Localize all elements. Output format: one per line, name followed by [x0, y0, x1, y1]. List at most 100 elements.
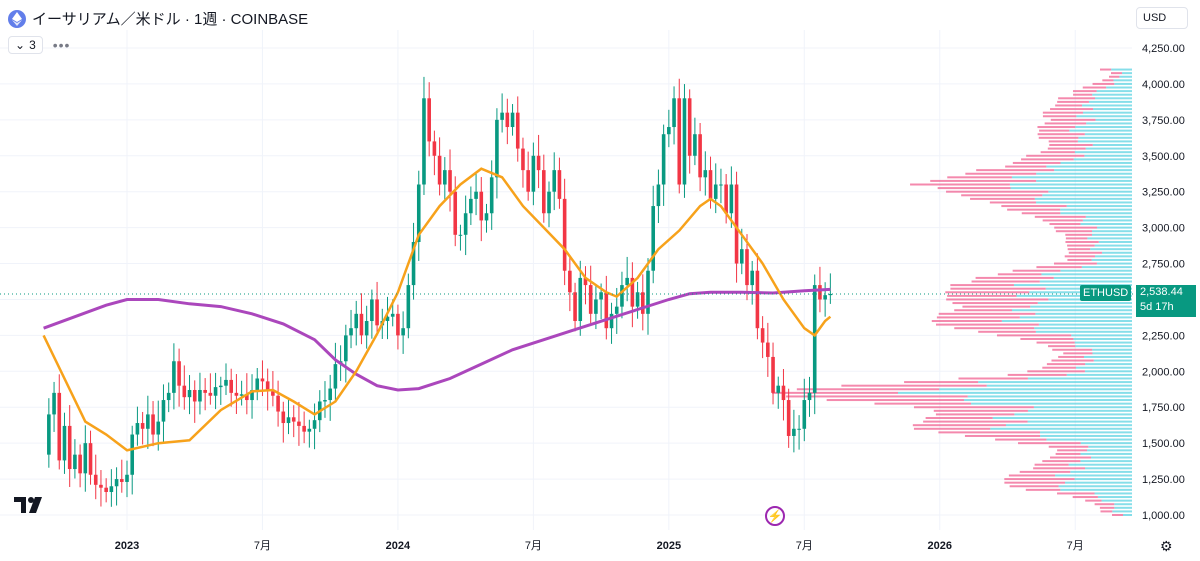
volume-bar-down: [913, 427, 991, 430]
volume-bar-down: [989, 201, 1037, 204]
candle-body: [125, 474, 129, 482]
volume-bar-up: [1068, 463, 1132, 466]
volume-bar-up: [1060, 212, 1132, 215]
volume-bar-up: [1088, 100, 1132, 103]
volume-bar-down: [1065, 233, 1092, 236]
volume-bar-up: [1060, 161, 1132, 164]
volume-bar-up: [1113, 79, 1132, 82]
volume-bar-up: [1011, 176, 1132, 179]
volume-bar-up: [1085, 147, 1132, 150]
lightning-icon[interactable]: ⚡: [765, 506, 785, 526]
volume-bar-down: [1055, 230, 1093, 233]
candle-body: [88, 443, 93, 475]
candle-body: [245, 394, 249, 401]
volume-bar-down: [826, 399, 965, 402]
indicator-count: 3: [29, 38, 36, 52]
volume-bar-down: [1067, 248, 1091, 251]
price-tick-label: 2,000.00: [1142, 366, 1185, 378]
volume-bar-down: [1058, 355, 1084, 358]
volume-bar-down: [950, 284, 1014, 287]
volume-bar-up: [1066, 205, 1132, 208]
volume-bar-down: [1008, 474, 1056, 477]
price-tick-label: 1,750.00: [1142, 402, 1185, 414]
volume-bar-down: [935, 413, 1015, 416]
volume-bar-up: [1094, 255, 1132, 258]
volume-bar-down: [1048, 345, 1076, 348]
volume-bar-up: [1088, 445, 1132, 448]
symbol-title[interactable]: イーサリアム／米ドル · 1週 · COINBASE: [32, 11, 309, 28]
candle-body: [469, 198, 473, 214]
candle-body: [146, 414, 150, 429]
last-price-value: 2,538.44: [1140, 286, 1183, 298]
volume-bar-up: [1042, 194, 1132, 197]
candle-body: [703, 170, 708, 178]
candle-body: [312, 420, 317, 429]
time-tick-label: 2023: [115, 540, 139, 552]
candle-body: [672, 98, 676, 128]
volume-bar-up: [1093, 359, 1132, 362]
volume-bar-down: [913, 406, 1034, 409]
candle-body: [729, 184, 734, 214]
volume-bar-down: [1063, 352, 1093, 355]
volume-bar-down: [946, 298, 1049, 301]
price-tick-label: 1,500.00: [1142, 438, 1185, 450]
candle-body: [385, 316, 390, 322]
candle-body: [406, 285, 411, 329]
volume-bar-up: [1080, 223, 1132, 226]
candle-body: [625, 277, 629, 286]
settings-icon[interactable]: ⚙: [1160, 538, 1173, 554]
more-options-icon[interactable]: •••: [52, 37, 71, 53]
candle-body: [745, 249, 749, 286]
tradingview-logo[interactable]: [14, 497, 46, 518]
candle-body: [588, 285, 593, 314]
volume-bar-up: [1094, 492, 1132, 495]
volume-bar-up: [1084, 154, 1132, 157]
candle-body: [432, 141, 437, 156]
volume-bar-up: [1095, 97, 1132, 100]
time-axis[interactable]: 2023 7月 2024 7月 2025 7月 2026 7月: [115, 540, 1084, 552]
candle-body: [797, 428, 801, 430]
candle-body: [599, 292, 603, 300]
volume-bar-down: [1042, 460, 1081, 463]
volume-bar-up: [1064, 481, 1132, 484]
candle-body: [724, 184, 728, 214]
candle-body: [536, 155, 541, 171]
volume-bar-down: [1047, 147, 1086, 150]
price-tick-label: 2,750.00: [1142, 259, 1185, 271]
candle-body: [630, 277, 635, 307]
volume-bar-down: [962, 305, 1031, 308]
candle-body: [47, 414, 51, 455]
volume-bar-up: [1030, 305, 1132, 308]
volume-bar-down: [925, 417, 993, 420]
indicators-toggle-button[interactable]: ⌄ 3: [8, 36, 43, 54]
volume-bar-up: [1082, 219, 1132, 222]
candle-body: [307, 428, 312, 432]
volume-bar-up: [898, 391, 1132, 394]
volume-bar-down: [1005, 165, 1047, 168]
volume-bar-up: [992, 417, 1132, 420]
time-tick-label: 7月: [254, 540, 271, 552]
candle-body: [130, 434, 135, 475]
volume-bar-up: [1074, 341, 1132, 344]
candle-body: [437, 155, 442, 185]
volume-bar-down: [1036, 266, 1082, 269]
volume-bar-down: [1052, 348, 1093, 351]
volume-bar-up: [1083, 355, 1132, 358]
candle-body: [651, 206, 656, 271]
candle-body: [463, 213, 468, 235]
volume-bar-down: [1057, 449, 1088, 452]
price-axis[interactable]: 4,250.00 4,000.00 3,750.00 3,500.00 3,250.00…: [1142, 43, 1185, 522]
candle-body: [161, 400, 166, 422]
volume-bar-down: [1068, 251, 1102, 254]
volume-bar-up: [1073, 337, 1132, 340]
currency-selector[interactable]: USD: [1136, 7, 1188, 29]
candle-body: [255, 378, 260, 390]
volume-bar-down: [997, 273, 1042, 276]
candle-body: [614, 306, 619, 314]
volume-bar-up: [1005, 424, 1132, 427]
candle-body: [693, 134, 697, 156]
volume-bar-down: [947, 176, 1012, 179]
volume-bar-down: [1020, 337, 1074, 340]
price-tick-label: 1,250.00: [1142, 474, 1185, 486]
